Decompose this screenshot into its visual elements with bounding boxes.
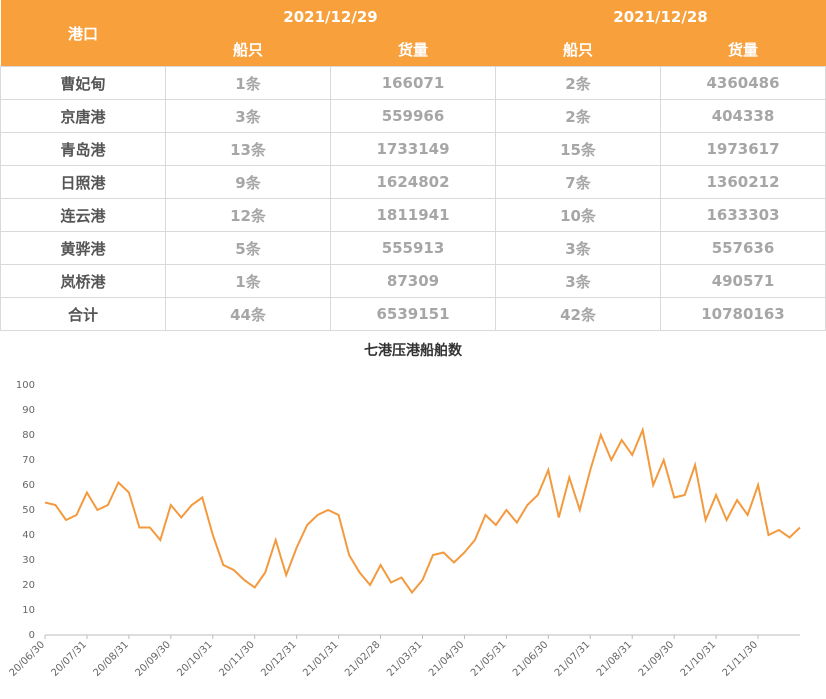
sub-header: 货量 (660, 33, 826, 67)
data-cell: 2条 (495, 66, 661, 100)
sub-header: 货量 (330, 33, 496, 67)
port-cell: 青岛港 (0, 132, 166, 166)
date-header: 2021/12/29 (165, 0, 496, 33)
data-cell: 1811941 (330, 198, 496, 232)
x-tick-label: 20/08/31 (91, 639, 131, 679)
x-tick-label: 21/10/31 (679, 639, 719, 679)
data-cell: 490571 (660, 264, 826, 298)
table-row: 黄骅港 5条 555913 3条 557636 (0, 231, 826, 265)
y-tick-label: 100 (16, 380, 35, 391)
data-cell: 10条 (495, 198, 661, 232)
port-cell: 岚桥港 (0, 264, 166, 298)
y-tick-label: 80 (22, 430, 35, 441)
data-cell: 7条 (495, 165, 661, 199)
x-tick-label: 20/12/31 (259, 639, 299, 679)
data-cell: 1360212 (660, 165, 826, 199)
sub-header: 船只 (165, 33, 331, 67)
port-cell: 合计 (0, 297, 166, 331)
table-row: 青岛港 13条 1733149 15条 1973617 (0, 132, 826, 166)
y-tick-label: 70 (22, 455, 35, 466)
x-tick-label: 21/08/31 (595, 639, 635, 679)
data-cell: 1条 (165, 264, 331, 298)
table-row: 日照港 9条 1624802 7条 1360212 (0, 165, 826, 199)
y-tick-label: 10 (22, 605, 35, 616)
y-tick-label: 50 (22, 505, 35, 516)
port-cell: 日照港 (0, 165, 166, 199)
x-tick-label: 20/09/30 (133, 639, 173, 679)
data-cell: 1633303 (660, 198, 826, 232)
y-tick-label: 0 (29, 630, 35, 641)
data-cell: 44条 (165, 297, 331, 331)
x-tick-label: 20/11/30 (217, 639, 257, 679)
x-tick-label: 21/04/30 (427, 639, 467, 679)
data-cell: 3条 (495, 264, 661, 298)
x-tick-label: 21/11/30 (721, 639, 761, 679)
data-cell: 6539151 (330, 297, 496, 331)
table-row: 连云港 12条 1811941 10条 1633303 (0, 198, 826, 232)
x-tick-label: 21/06/30 (511, 639, 551, 679)
x-tick-label: 21/09/30 (637, 639, 677, 679)
data-cell: 5条 (165, 231, 331, 265)
chart-title: 七港压港船舶数 (364, 342, 463, 359)
port-cell: 曹妃甸 (0, 66, 166, 100)
x-tick-label: 21/05/31 (469, 639, 509, 679)
x-tick-label: 21/01/31 (301, 639, 341, 679)
data-cell: 559966 (330, 99, 496, 133)
y-tick-label: 20 (22, 580, 35, 591)
port-cell: 连云港 (0, 198, 166, 232)
data-cell: 4360486 (660, 66, 826, 100)
port-cell: 黄骅港 (0, 231, 166, 265)
x-tick-label: 20/07/31 (50, 639, 90, 679)
date-header: 2021/12/28 (495, 0, 826, 33)
data-cell: 166071 (330, 66, 496, 100)
data-cell: 1973617 (660, 132, 826, 166)
data-cell: 1条 (165, 66, 331, 100)
data-cell: 12条 (165, 198, 331, 232)
data-cell: 1733149 (330, 132, 496, 166)
data-cell: 3条 (495, 231, 661, 265)
x-tick-label: 20/06/30 (8, 639, 48, 679)
x-tick-label: 21/03/31 (385, 639, 425, 679)
y-tick-label: 30 (22, 555, 35, 566)
x-tick-label: 20/10/31 (175, 639, 215, 679)
y-tick-label: 60 (22, 480, 35, 491)
data-cell: 3条 (165, 99, 331, 133)
table-row: 曹妃甸 1条 166071 2条 4360486 (0, 66, 826, 100)
data-cell: 13条 (165, 132, 331, 166)
data-cell: 42条 (495, 297, 661, 331)
port-table: 港口 2021/12/29 2021/12/28 船只 货量 船只 货量 曹妃甸 1条 1… (0, 0, 826, 331)
table-row: 岚桥港 1条 87309 3条 490571 (0, 264, 826, 298)
sub-header: 船只 (495, 33, 661, 67)
data-cell: 555913 (330, 231, 496, 265)
data-cell: 87309 (330, 264, 496, 298)
port-header: 港口 (0, 0, 166, 67)
x-tick-label: 21/02/28 (343, 639, 383, 679)
y-tick-label: 40 (22, 530, 35, 541)
data-cell: 1624802 (330, 165, 496, 199)
port-cell: 京唐港 (0, 99, 166, 133)
x-tick-label: 21/07/31 (553, 639, 593, 679)
data-cell: 10780163 (660, 297, 826, 331)
data-cell: 9条 (165, 165, 331, 199)
data-cell: 557636 (660, 231, 826, 265)
data-cell: 15条 (495, 132, 661, 166)
data-cell: 2条 (495, 99, 661, 133)
data-line (44, 426, 801, 595)
y-tick-label: 90 (22, 405, 35, 416)
table-row: 合计 44条 6539151 42条 10780163 (0, 297, 826, 331)
table-row: 京唐港 3条 559966 2条 404338 (0, 99, 826, 133)
data-cell: 404338 (660, 99, 826, 133)
